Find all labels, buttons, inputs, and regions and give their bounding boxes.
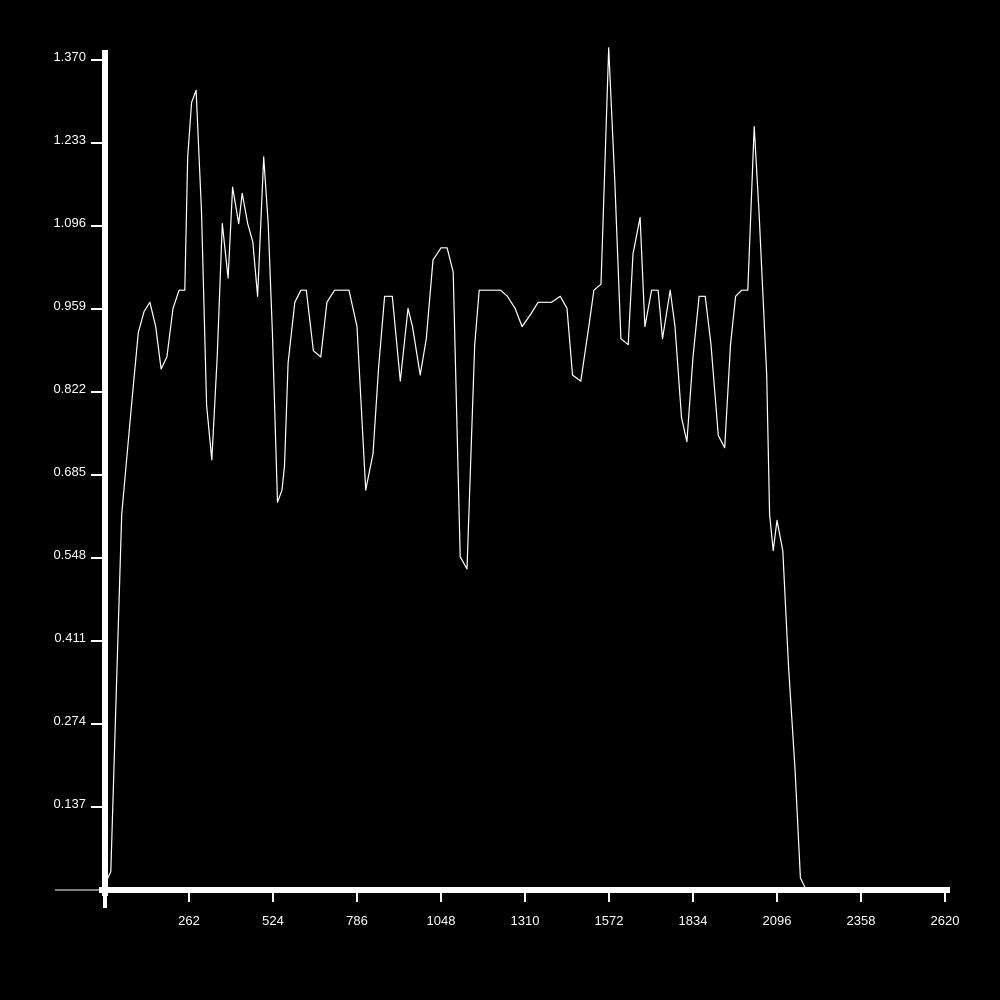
y-tick-label: 1.096 — [53, 215, 86, 230]
tick-labels: 262 524 786 1048 1310 1572 1834 2096 2358 2620 0.1… — [53, 49, 959, 928]
y-tick-label: 0.822 — [53, 381, 86, 396]
tick-marks — [91, 59, 946, 902]
y-tick-label: 0.548 — [53, 547, 86, 562]
x-tick-label: 1572 — [595, 913, 624, 928]
x-tick-label: 2096 — [763, 913, 792, 928]
x-tick-label: 1310 — [511, 913, 540, 928]
x-tick-label: 1834 — [679, 913, 708, 928]
y-tick-label: 0.685 — [53, 464, 86, 479]
y-tick-label: 0.137 — [53, 796, 86, 811]
chart-axes — [55, 50, 950, 908]
y-tick-label: 1.370 — [53, 49, 86, 64]
plot-area — [104, 47, 829, 891]
y-tick-label: 0.959 — [53, 298, 86, 313]
x-tick-label: 262 — [178, 913, 200, 928]
x-tick-label: 1048 — [427, 913, 456, 928]
y-tick-label: 0.274 — [53, 713, 86, 728]
x-tick-label: 2620 — [931, 913, 960, 928]
y-tick-label: 1.233 — [53, 132, 86, 147]
x-tick-label: 786 — [346, 913, 368, 928]
series-line — [104, 47, 829, 891]
x-tick-label: 524 — [262, 913, 284, 928]
y-tick-label: 0.411 — [54, 630, 86, 645]
x-tick-label: 2358 — [847, 913, 876, 928]
